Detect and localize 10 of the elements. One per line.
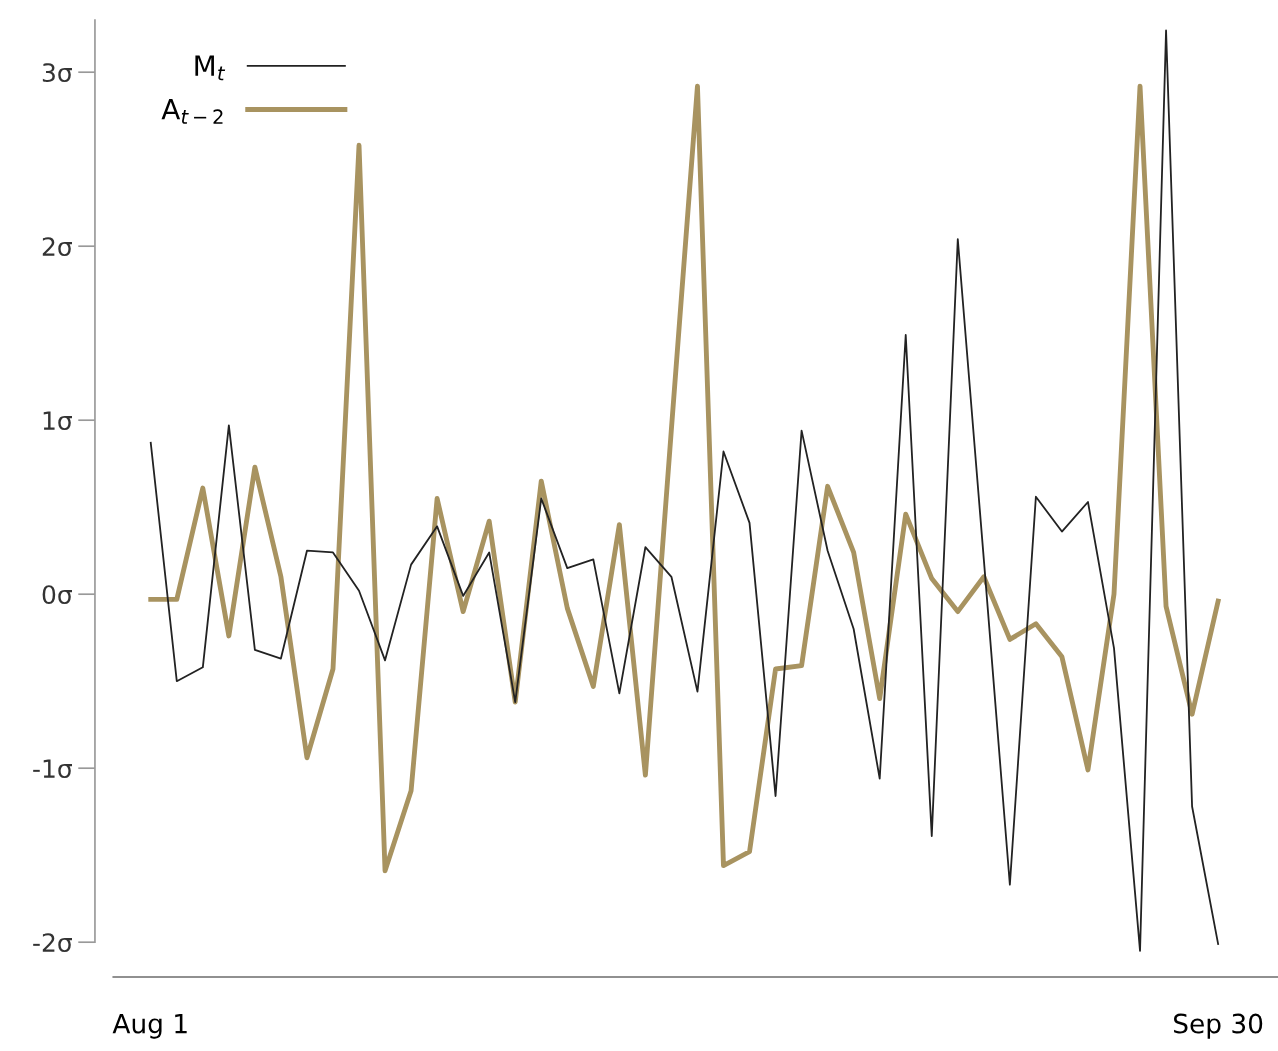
- y-tick-label: 3σ: [42, 63, 72, 83]
- y-tick-label: 2σ: [42, 237, 72, 257]
- x-tick-label: Aug 1: [112, 1013, 187, 1039]
- y-tick-label: -1σ: [33, 759, 72, 779]
- legend-label: M$_{t}$: [195, 55, 226, 81]
- x-tick-label: Sep 30: [1174, 1013, 1263, 1039]
- y-tick-label: 1σ: [43, 411, 72, 431]
- y-tick-label: 0σ: [42, 585, 72, 605]
- y-tick-label: -2σ: [33, 933, 72, 953]
- legend-label: A$_{t−2}$: [161, 98, 223, 124]
